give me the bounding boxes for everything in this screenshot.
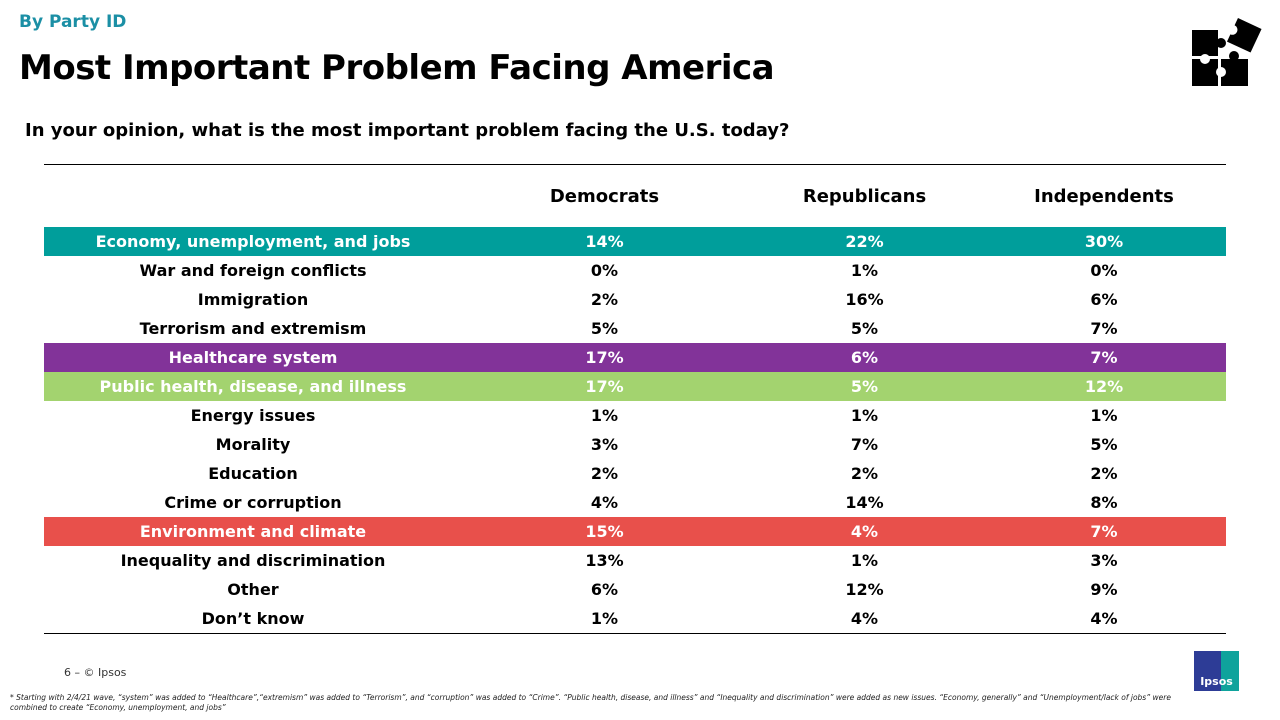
row-label: Immigration [197, 290, 309, 309]
cell-value: 17% [585, 348, 624, 367]
row-label: Education [208, 464, 298, 483]
cell-value: 5% [590, 319, 619, 338]
cell-value: 16% [845, 290, 884, 309]
cell-value: 5% [850, 377, 879, 396]
cell-value: 30% [1084, 232, 1124, 251]
row-label: Energy issues [190, 406, 316, 425]
page-title: Most Important Problem Facing America [19, 48, 775, 88]
results-table: Democrats Republicans Independents Econo… [44, 164, 1226, 634]
ipsos-logo: Ipsos [1194, 651, 1239, 691]
cell-value: 22% [845, 232, 884, 251]
cell-value: 7% [1090, 348, 1118, 367]
table-row: Terrorism and extremism 5% 5% 7% [44, 314, 1226, 343]
cell-value: 5% [1090, 435, 1118, 454]
table-row: War and foreign conflicts 0% 1% 0% [44, 256, 1226, 285]
row-label: Healthcare system [168, 348, 338, 367]
table-row: Crime or corruption 4% 14% 8% [44, 488, 1226, 517]
row-label: Environment and climate [139, 522, 367, 541]
row-label: Inequality and discrimination [120, 551, 386, 570]
footnote: * Starting with 2/4/21 wave, “system” wa… [10, 693, 1171, 712]
row-label: Don’t know [201, 609, 305, 628]
cell-value: 14% [585, 232, 624, 251]
cell-value: 9% [1090, 580, 1118, 599]
table-row: Healthcare system 17% 6% 7% [44, 343, 1226, 372]
cell-value: 1% [590, 406, 619, 425]
column-header-independents: Independents [1034, 185, 1174, 207]
row-label: Public health, disease, and illness [99, 377, 407, 396]
section-kicker: By Party ID [19, 12, 127, 32]
cell-value: 1% [850, 261, 879, 280]
table-row: Immigration 2% 16% 6% [44, 285, 1226, 314]
cell-value: 0% [590, 261, 619, 280]
cell-value: 1% [590, 609, 619, 628]
cell-value: 2% [1090, 464, 1118, 483]
table-row: Don’t know 1% 4% 4% [44, 604, 1226, 633]
cell-value: 15% [585, 522, 624, 541]
puzzle-pieces-icon [1192, 18, 1262, 86]
table-row: Inequality and discrimination 13% 1% 3% [44, 546, 1226, 575]
cell-value: 4% [590, 493, 619, 512]
row-label: War and foreign conflicts [139, 261, 367, 280]
cell-value: 1% [850, 551, 879, 570]
cell-value: 3% [1090, 551, 1118, 570]
cell-value: 2% [590, 290, 619, 309]
ipsos-logo-text: Ipsos [1200, 675, 1233, 688]
row-label: Morality [215, 435, 291, 454]
cell-value: 17% [585, 377, 624, 396]
cell-value: 14% [845, 493, 884, 512]
table-row: Public health, disease, and illness 17% 5%… [44, 372, 1226, 401]
table-row: Environment and climate 15% 4% 7% [44, 517, 1226, 546]
page-number: 6 – © Ipsos [64, 666, 127, 679]
cell-value: 1% [850, 406, 879, 425]
row-label: Crime or corruption [164, 493, 342, 512]
cell-value: 4% [1090, 609, 1118, 628]
survey-question: In your opinion, what is the most import… [25, 120, 790, 141]
cell-value: 5% [850, 319, 879, 338]
cell-value: 13% [585, 551, 624, 570]
cell-value: 6% [850, 348, 879, 367]
cell-value: 4% [850, 522, 879, 541]
cell-value: 12% [845, 580, 884, 599]
cell-value: 7% [1090, 522, 1118, 541]
column-header-republicans: Republicans [802, 185, 927, 207]
cell-value: 7% [1090, 319, 1118, 338]
table-row: Energy issues 1% 1% 1% [44, 401, 1226, 430]
cell-value: 12% [1084, 377, 1124, 396]
row-label: Terrorism and extremism [139, 319, 367, 338]
cell-value: 1% [1090, 406, 1118, 425]
row-label: Economy, unemployment, and jobs [95, 232, 411, 251]
cell-value: 6% [1090, 290, 1118, 309]
cell-value: 4% [850, 609, 879, 628]
cell-value: 7% [850, 435, 879, 454]
cell-value: 2% [850, 464, 879, 483]
cell-value: 2% [590, 464, 619, 483]
cell-value: 0% [1090, 261, 1118, 280]
row-label: Other [227, 580, 279, 599]
table-row: Education 2% 2% 2% [44, 459, 1226, 488]
table-row: Morality 3% 7% 5% [44, 430, 1226, 459]
table-row: Economy, unemployment, and jobs 14% 22% 30% [44, 227, 1226, 256]
column-header-democrats: Democrats [549, 185, 660, 207]
table-row: Other 6% 12% 9% [44, 575, 1226, 604]
cell-value: 6% [590, 580, 619, 599]
table-header-row: Democrats Republicans Independents [44, 165, 1226, 227]
cell-value: 3% [590, 435, 619, 454]
cell-value: 8% [1090, 493, 1118, 512]
